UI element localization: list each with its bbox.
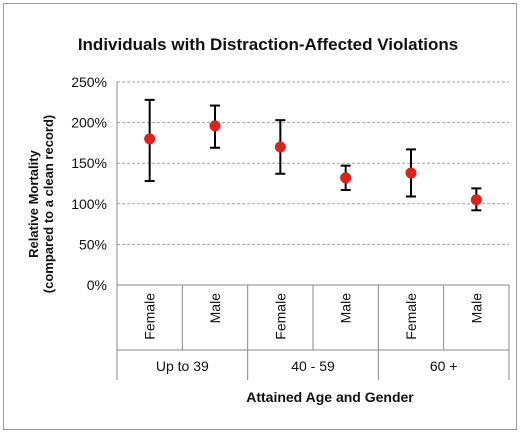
category-label: Female <box>403 293 419 340</box>
group-label: 40 - 59 <box>291 358 335 374</box>
y-tick-label: 150% <box>71 155 107 171</box>
x-axis-label: Attained Age and Gender <box>246 389 414 405</box>
category-label: Male <box>207 293 223 324</box>
category-label: Female <box>142 293 158 340</box>
plot-area: 0% 50% 100% 150% 200% 250% Female Male Female Mal… <box>71 74 510 380</box>
category-label: Male <box>468 293 484 324</box>
y-tick-label: 50% <box>79 236 107 252</box>
y-tick-label: 0% <box>87 277 107 293</box>
y-tick-label: 100% <box>71 196 107 212</box>
chart-svg: Individuals with Distraction-Affected Vi… <box>26 35 510 405</box>
y-axis-label-line1: Relative Mortality <box>26 149 41 257</box>
data-point <box>405 167 417 179</box>
category-label: Female <box>272 293 288 340</box>
group-label: 60 + <box>430 358 458 374</box>
data-point <box>340 172 352 184</box>
data-point <box>209 120 221 132</box>
chart-frame: Individuals with Distraction-Affected Vi… <box>3 3 517 430</box>
y-tick-label: 200% <box>71 115 107 131</box>
y-tick-label: 250% <box>71 74 107 90</box>
category-label: Male <box>338 293 354 324</box>
group-label: Up to 39 <box>156 358 209 374</box>
chart-title: Individuals with Distraction-Affected Vi… <box>78 35 458 54</box>
data-point <box>470 194 482 206</box>
data-point <box>144 133 156 145</box>
y-axis-label-line2: (compared to a clean record) <box>41 115 56 293</box>
data-point <box>274 141 286 153</box>
